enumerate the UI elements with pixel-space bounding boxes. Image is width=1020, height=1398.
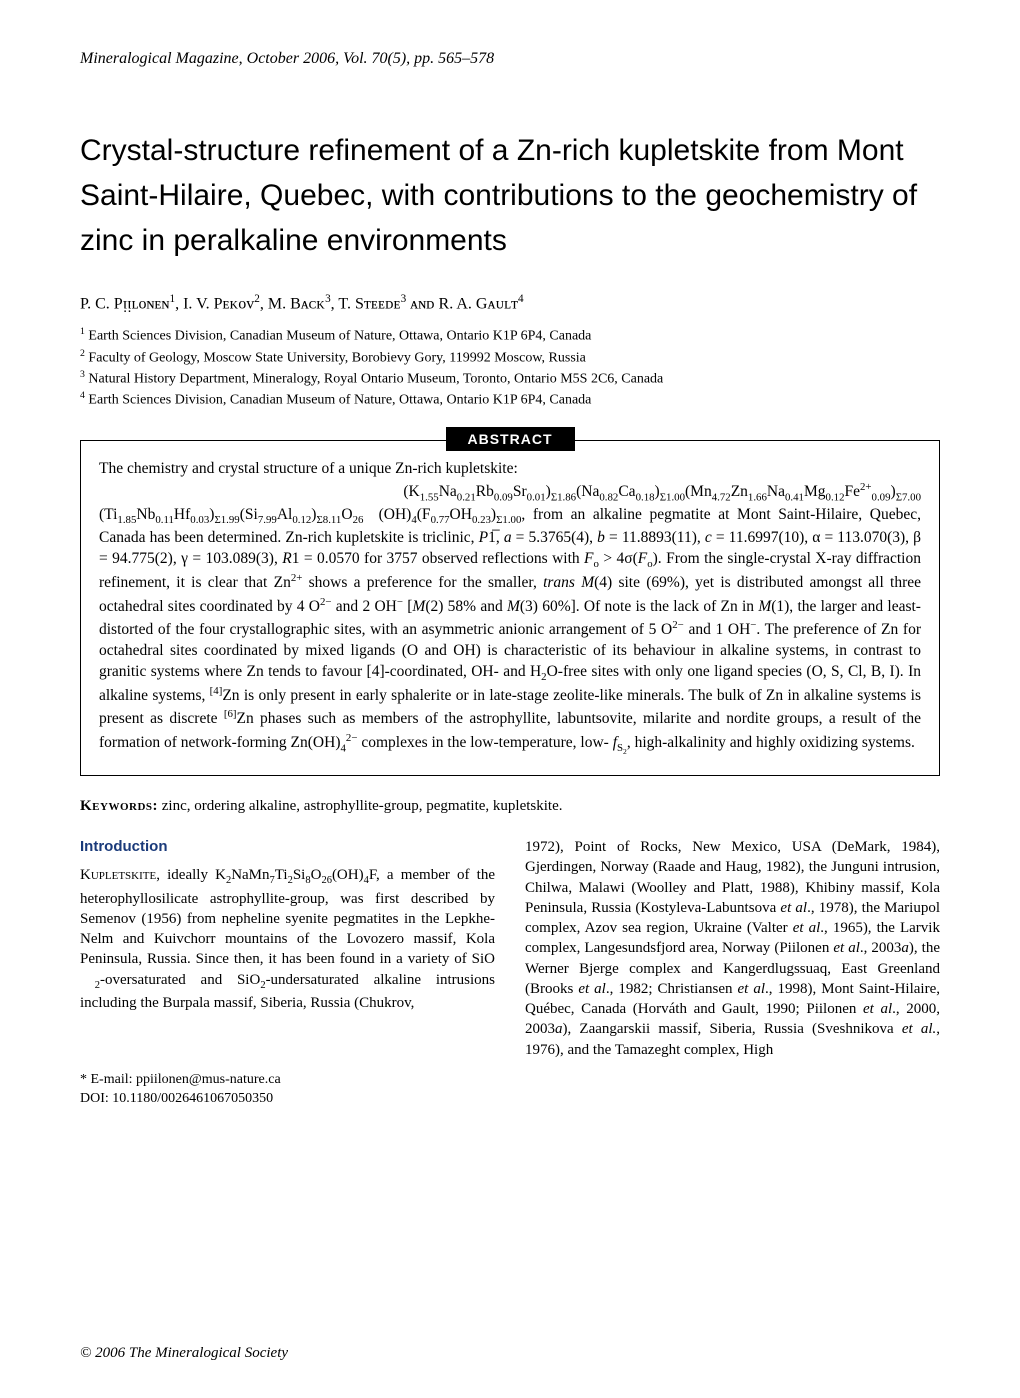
affiliation-3: 3 Natural History Department, Mineralogy… [80,368,940,389]
affiliation-1: 1 Earth Sciences Division, Canadian Muse… [80,325,940,346]
keywords-text: zinc, ordering alkaline, astrophyllite-g… [158,798,562,814]
running-head: Mineralogical Magazine, October 2006, Vo… [80,50,940,68]
affiliations-block: 1 Earth Sciences Division, Canadian Muse… [80,325,940,410]
abstract-box: ABSTRACT The chemistry and crystal struc… [80,440,940,776]
page-footer: © 2006 The Mineralogical Society [80,1345,940,1362]
footer-copyright: © 2006 The Mineralogical Society [80,1345,288,1362]
affiliation-2: 2 Faculty of Geology, Moscow State Unive… [80,347,940,368]
abstract-label: ABSTRACT [446,427,575,451]
keywords-label: Keywords: [80,798,158,814]
column-left: Introduction Kupletskite, ideally K2NaMn… [80,837,495,1109]
authors-line: P. C. Pᴉᴉʟᴏɴᴇɴ1, I. V. Pᴇᴋᴏᴠ2, M. Bᴀᴄᴋ3,… [80,293,940,313]
corresponding-footnote: * E-mail: ppiilonen@mus-nature.caDOI: 10… [80,1071,495,1109]
column-right: 1972), Point of Rocks, New Mexico, USA (… [525,837,940,1109]
article-title: Crystal-structure refinement of a Zn-ric… [80,128,940,263]
intro-paragraph-left: Kupletskite, ideally K2NaMn7Ti2Si8O26(OH… [80,865,495,1013]
intro-paragraph-right: 1972), Point of Rocks, New Mexico, USA (… [525,837,940,1060]
keywords-line: Keywords: zinc, ordering alkaline, astro… [80,798,940,815]
section-heading-introduction: Introduction [80,837,495,857]
affiliation-4: 4 Earth Sciences Division, Canadian Muse… [80,389,940,410]
abstract-text: The chemistry and crystal structure of a… [99,459,921,757]
